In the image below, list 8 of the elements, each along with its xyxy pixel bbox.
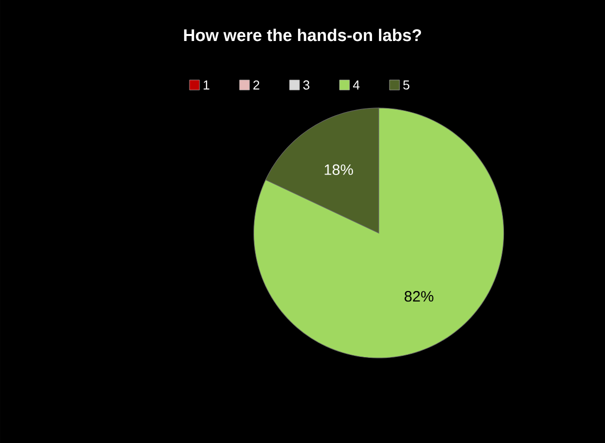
legend-label: 1 — [204, 80, 210, 90]
legend-label: 4 — [353, 80, 360, 90]
data-label: 18% — [324, 164, 353, 175]
legend-label: 2 — [253, 80, 260, 90]
data-label: 82% — [404, 291, 434, 302]
legend-label: 3 — [303, 80, 310, 90]
legend-label: 5 — [403, 80, 410, 90]
chart-title: How were the hands-on labs? — [184, 28, 422, 42]
